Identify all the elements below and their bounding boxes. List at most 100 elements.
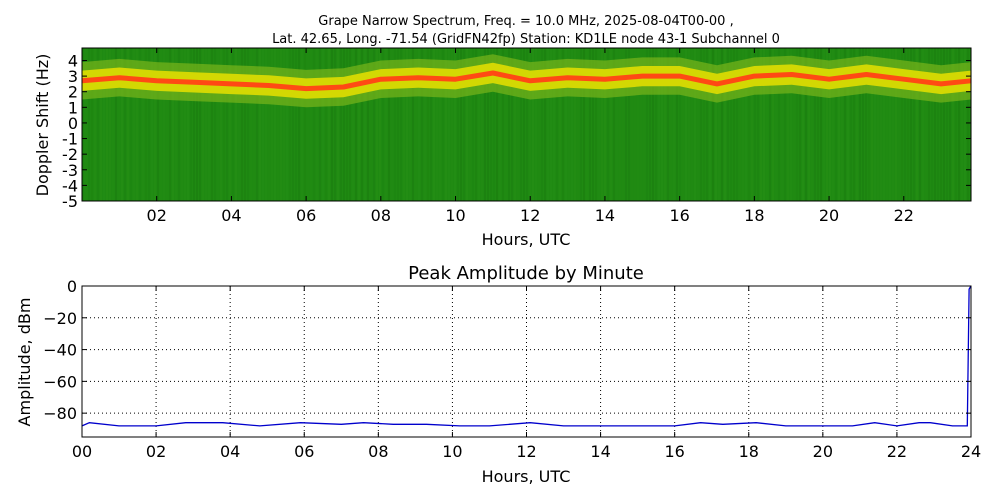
spectrogram-texture-column	[325, 48, 327, 201]
spectrogram-texture-column	[328, 48, 330, 201]
spectrogram-texture-column	[562, 48, 564, 201]
spectrogram-texture-column	[475, 48, 477, 201]
spectrogram-texture-column	[919, 48, 921, 201]
spectrogram-texture-column	[355, 48, 357, 201]
spectrogram-texture-column	[472, 48, 474, 201]
spectrogram-texture-column	[298, 48, 300, 201]
spectrogram-texture-column	[691, 48, 693, 201]
spectrogram-texture-column	[616, 48, 618, 201]
spectrogram-texture-column	[121, 48, 123, 201]
spectrogram-texture-column	[643, 48, 645, 201]
spectrogram-texture-column	[724, 48, 726, 201]
spectrogram-texture-column	[163, 48, 165, 201]
spectrogram-y-tick-label: 2	[68, 83, 78, 102]
spectrogram-texture-column	[259, 48, 261, 201]
spectrogram-texture-column	[577, 48, 579, 201]
spectrogram-texture-column	[523, 48, 525, 201]
spectrogram-y-tick-label: 0	[68, 114, 78, 133]
spectrogram-texture-column	[427, 48, 429, 201]
spectrogram-texture-column	[415, 48, 417, 201]
spectrogram-texture-column	[280, 48, 282, 201]
spectrogram-texture-column	[583, 48, 585, 201]
spectrogram-texture-column	[871, 48, 873, 201]
spectrogram-texture-column	[925, 48, 927, 201]
spectrogram-texture-column	[166, 48, 168, 201]
spectrogram-texture-column	[124, 48, 126, 201]
spectrum-title-line1: Grape Narrow Spectrum, Freq. = 10.0 MHz,…	[318, 14, 733, 29]
spectrogram-texture-column	[454, 48, 456, 201]
spectrogram-texture-column	[940, 48, 942, 201]
spectrogram-texture-column	[517, 48, 519, 201]
spectrogram-texture-column	[103, 48, 105, 201]
spectrogram-texture-column	[625, 48, 627, 201]
spectrogram-texture-column	[148, 48, 150, 201]
spectrogram-texture-column	[595, 48, 597, 201]
spectrogram-texture-column	[865, 48, 867, 201]
spectrogram-texture-column	[601, 48, 603, 201]
spectrogram-texture-column	[673, 48, 675, 201]
spectrogram-texture-column	[349, 48, 351, 201]
spectrogram-texture-column	[607, 48, 609, 201]
spectrogram-texture-column	[913, 48, 915, 201]
spectrogram-texture-column	[715, 48, 717, 201]
spectrogram-texture-column	[670, 48, 672, 201]
spectrogram-texture-column	[868, 48, 870, 201]
spectrogram-texture-column	[364, 48, 366, 201]
spectrogram-texture-column	[652, 48, 654, 201]
spectrogram-texture-column	[898, 48, 900, 201]
spectrogram-texture-column	[535, 48, 537, 201]
spectrogram-texture-column	[709, 48, 711, 201]
spectrogram-y-tick-label: -3	[62, 161, 78, 180]
spectrogram-texture-column	[169, 48, 171, 201]
spectrogram-texture-column	[379, 48, 381, 201]
spectrogram-y-tick-label: -4	[62, 176, 78, 195]
amplitude-y-tick-label: 0	[67, 277, 77, 296]
spectrogram-texture-column	[106, 48, 108, 201]
spectrogram-texture-column	[901, 48, 903, 201]
amplitude-plot: 00 02 04 06 08 10 12 14 16 18 20 22 24 0 −20 −40 −60 −80	[43, 277, 981, 461]
spectrogram-texture-column	[139, 48, 141, 201]
spectrogram-texture-column	[187, 48, 189, 201]
spectrogram-texture-column	[145, 48, 147, 201]
spectrogram-texture-column	[808, 48, 810, 201]
spectrogram-texture-column	[604, 48, 606, 201]
spectrogram-texture-column	[388, 48, 390, 201]
spectrum-ylabel: Doppler Shift (Hz)	[33, 54, 52, 197]
spectrogram-texture-column	[766, 48, 768, 201]
spectrogram-texture-column	[748, 48, 750, 201]
spectrogram-texture-column	[634, 48, 636, 201]
amplitude-x-tick-label: 20	[813, 442, 833, 461]
spectrogram-texture-column	[478, 48, 480, 201]
spectrogram-texture-column	[844, 48, 846, 201]
amplitude-x-tick-label: 12	[516, 442, 536, 461]
spectrogram-texture-column	[400, 48, 402, 201]
spectrogram-texture-column	[631, 48, 633, 201]
spectrogram-texture-column	[685, 48, 687, 201]
spectrogram-texture-column	[331, 48, 333, 201]
spectrogram-texture-column	[697, 48, 699, 201]
spectrogram-texture-column	[610, 48, 612, 201]
spectrogram-texture-column	[559, 48, 561, 201]
spectrogram-texture-column	[286, 48, 288, 201]
spectrogram-texture-column	[391, 48, 393, 201]
spectrogram-texture-column	[886, 48, 888, 201]
spectrogram-texture-column	[490, 48, 492, 201]
spectrogram-texture-column	[172, 48, 174, 201]
spectrogram-texture-column	[343, 48, 345, 201]
spectrogram-texture-column	[493, 48, 495, 201]
spectrogram-texture-column	[94, 48, 96, 201]
spectrogram-texture-column	[949, 48, 951, 201]
amplitude-y-tick-label: −80	[43, 404, 77, 423]
spectrogram-texture-column	[229, 48, 231, 201]
spectrogram-texture-column	[220, 48, 222, 201]
spectrogram-y-tick-label: -5	[62, 192, 78, 211]
spectrogram-texture-column	[178, 48, 180, 201]
spectrogram-texture-column	[880, 48, 882, 201]
spectrogram-texture-column	[232, 48, 234, 201]
spectrogram-texture-column	[130, 48, 132, 201]
spectrogram-texture-column	[430, 48, 432, 201]
spectrum-xlabel: Hours, UTC	[482, 230, 571, 249]
spectrogram-texture-column	[922, 48, 924, 201]
spectrogram-texture-column	[508, 48, 510, 201]
spectrogram-texture-column	[769, 48, 771, 201]
